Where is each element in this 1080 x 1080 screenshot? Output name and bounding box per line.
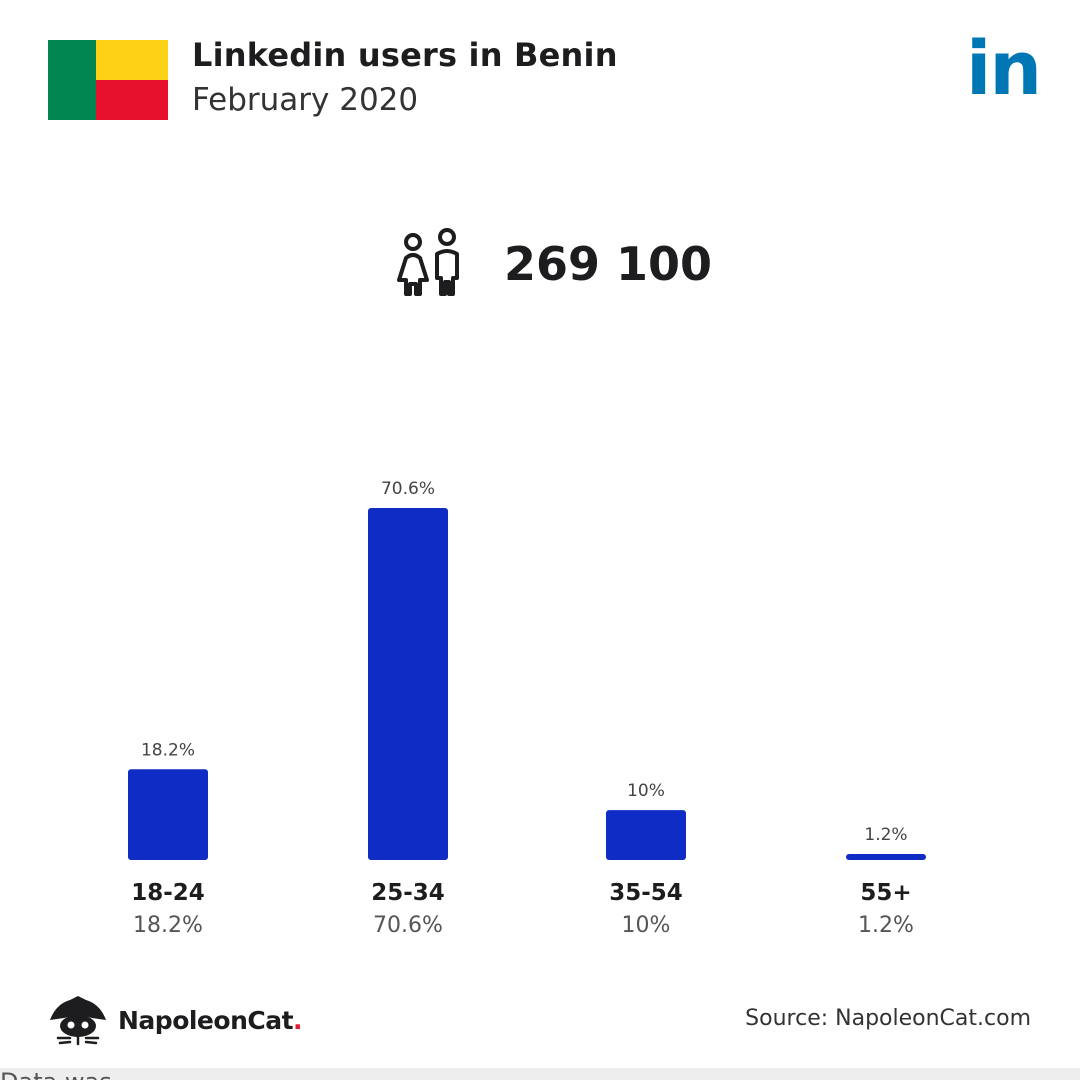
brand-name-text: NapoleonCat bbox=[118, 1005, 294, 1035]
category-percent-label: 10% bbox=[622, 913, 671, 938]
cat-icon bbox=[50, 996, 106, 1046]
bar-18-24 bbox=[128, 769, 208, 860]
bar-25-34 bbox=[368, 508, 448, 860]
bar-value-label: 10% bbox=[627, 781, 665, 801]
category-percent-label: 1.2% bbox=[858, 913, 914, 938]
category-label: 18-24 bbox=[131, 880, 205, 906]
category-label: 25-34 bbox=[371, 880, 445, 906]
category-label: 55+ bbox=[860, 880, 911, 906]
age-distribution-chart: 18.2% 18-24 18.2% 70.6% 25-34 70.6% 10% 35-54 10… bbox=[128, 479, 926, 938]
benin-flag bbox=[48, 40, 168, 120]
category-label: 35-54 bbox=[609, 880, 683, 906]
bar-55+ bbox=[846, 854, 926, 860]
bottom-note: Data was ... bbox=[0, 1070, 142, 1080]
flag-red-band bbox=[96, 80, 168, 120]
bar-value-label: 1.2% bbox=[864, 825, 907, 845]
category-percent-label: 70.6% bbox=[373, 913, 443, 938]
bottom-note-strip: Data was ... bbox=[0, 1068, 1080, 1080]
bar-value-label: 18.2% bbox=[141, 740, 195, 760]
total-users-value: 269 100 bbox=[504, 237, 713, 291]
bar-35-54 bbox=[606, 810, 686, 860]
page-subtitle: February 2020 bbox=[192, 82, 419, 118]
people-icon bbox=[397, 228, 459, 296]
category-percent-label: 18.2% bbox=[133, 913, 203, 938]
napoleoncat-logo: NapoleonCat. bbox=[48, 994, 303, 1046]
source-text: Source: NapoleonCat.com bbox=[745, 1006, 1031, 1031]
flag-yellow-band bbox=[96, 40, 168, 80]
brand-name: NapoleonCat. bbox=[118, 1005, 303, 1035]
brand-dot: . bbox=[293, 1005, 303, 1035]
total-users-row: 269 100 bbox=[396, 228, 712, 300]
page-title: Linkedin users in Benin bbox=[192, 36, 618, 74]
bar-value-label: 70.6% bbox=[381, 479, 435, 499]
flag-green-band bbox=[48, 40, 96, 120]
linkedin-logo: in bbox=[966, 26, 1042, 112]
